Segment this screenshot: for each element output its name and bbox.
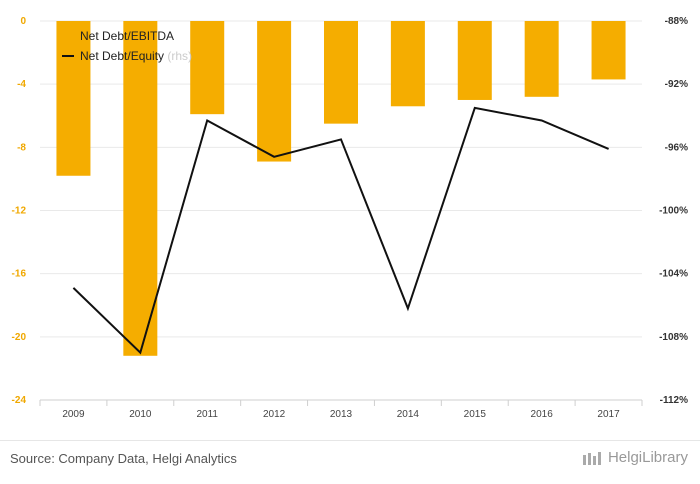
bar: [592, 21, 626, 79]
y-right-tick-label: -100%: [659, 206, 688, 217]
combo-chart: 2009 2010 2011 2012 2013 2014 2015 2016 2017 0 -4 -…: [0, 0, 700, 440]
bar: [123, 21, 157, 356]
legend-label: Net Debt/Equity (rhs): [80, 49, 192, 63]
brand-logo[interactable]: HelgiLibrary: [582, 449, 688, 466]
y-left-tick-label: -12: [12, 206, 27, 217]
bar: [391, 21, 425, 106]
x-tick-label: 2011: [196, 409, 218, 420]
y-left-tick-label: -4: [17, 79, 26, 90]
x-tick-label: 2013: [330, 409, 353, 420]
bar: [458, 21, 492, 100]
legend-label: Net Debt/EBITDA: [80, 29, 174, 43]
library-icon: [582, 450, 602, 466]
x-tick-label: 2014: [397, 409, 420, 420]
y-left-tick-label: -16: [12, 269, 27, 280]
x-tick-label: 2010: [129, 409, 152, 420]
y-left-tick-label: -24: [12, 395, 27, 406]
y-right-tick-label: -108%: [659, 332, 688, 343]
x-tick-label: 2012: [263, 409, 286, 420]
bar: [257, 21, 291, 162]
bar: [190, 21, 224, 114]
y-right-tick-label: -88%: [665, 16, 688, 27]
y-right-tick-label: -104%: [659, 269, 688, 280]
y-right-tick-label: -112%: [660, 395, 688, 406]
y-left-tick-label: 0: [20, 16, 26, 27]
bar-series: [56, 21, 625, 356]
y-left-tick-label: -8: [17, 142, 26, 153]
x-tick-label: 2015: [464, 409, 487, 420]
bar: [56, 21, 90, 176]
x-tick-label: 2016: [531, 409, 554, 420]
x-tick-label: 2009: [62, 409, 85, 420]
y-right-tick-label: -96%: [665, 142, 688, 153]
x-tick-label: 2017: [597, 409, 620, 420]
bar: [324, 21, 358, 124]
brand-name: HelgiLibrary: [608, 449, 688, 466]
y-right-tick-label: -92%: [665, 79, 688, 90]
bar: [525, 21, 559, 97]
source-note: Source: Company Data, Helgi Analytics: [10, 451, 237, 466]
y-left-tick-label: -20: [12, 332, 27, 343]
legend-suffix: (rhs): [167, 49, 192, 63]
